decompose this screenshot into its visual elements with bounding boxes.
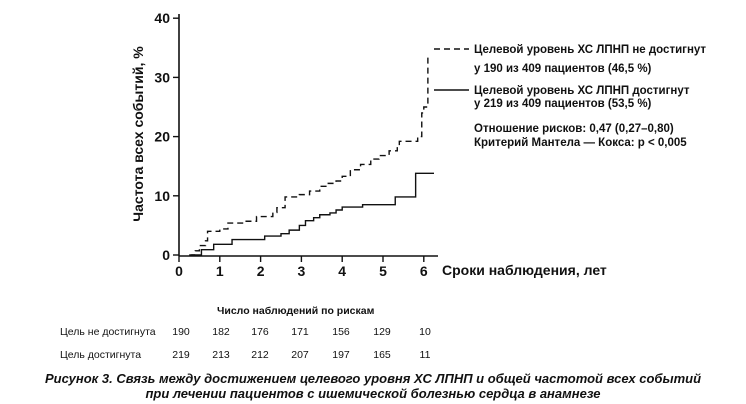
risk-value: 182: [212, 326, 230, 338]
risk-value: 207: [291, 349, 309, 361]
risk-row-1-label: Цель не достигнута: [60, 326, 156, 338]
x-axis-label: Сроки наблюдения, лет: [442, 262, 607, 278]
series-line-1: [189, 53, 429, 256]
legend-series-2-note: у 219 из 409 пациентов (53,5 %): [474, 98, 652, 110]
y-tick-label: 20: [154, 129, 170, 145]
x-tick-label: 1: [216, 263, 224, 279]
y-tick-label: 30: [154, 69, 170, 85]
x-tick-label: 5: [379, 263, 387, 279]
x-tick-label: 4: [338, 263, 346, 279]
risk-value: 156: [332, 326, 350, 338]
legend-series-2-name: Целевой уровень ХС ЛПНП достигнут: [474, 85, 690, 97]
risk-value: 190: [172, 326, 190, 338]
hazard-ratio-text: Отношение рисков: 0,47 (0,27–0,80): [474, 123, 674, 135]
x-tick-label: 0: [175, 263, 183, 279]
x-tick-label: 3: [298, 263, 306, 279]
risk-value: 11: [420, 349, 431, 361]
legend-series-1-note: у 190 из 409 пациентов (46,5 %): [474, 63, 652, 75]
risk-value: 165: [373, 349, 391, 361]
caption-line-2: при лечении пациентов с ишемической боле…: [145, 386, 600, 401]
risk-value: 171: [291, 326, 309, 338]
ticks-layer: 0 1 2 3 4 5 6 0 10 20 30 40: [154, 10, 427, 279]
y-tick-label: 0: [162, 247, 170, 263]
risk-value: 219: [172, 349, 190, 361]
y-axis-label: Частота всех событий, %: [130, 46, 146, 222]
series-line-2: [191, 172, 434, 256]
x-tick-label: 6: [420, 263, 428, 279]
risk-value: 213: [212, 349, 230, 361]
risk-value: 176: [251, 326, 269, 338]
mantel-cox-text: Критерий Мантела — Кокса: p < 0,005: [474, 137, 687, 149]
x-tick-label: 2: [257, 263, 265, 279]
risk-value: 129: [373, 326, 391, 338]
series-layer: [189, 53, 434, 256]
risk-values-layer: 190 182 176 171 156 129 10 219 213 212 207 197 165 11: [172, 326, 431, 361]
legend-series-1-name: Целевой уровень ХС ЛПНП не достигнут: [474, 44, 706, 56]
y-tick-label: 40: [154, 10, 170, 26]
caption-line-1: Рисунок 3. Связь между достижением целев…: [45, 371, 701, 386]
risk-row-2-label: Цель достигнута: [60, 349, 141, 361]
y-tick-label: 10: [154, 188, 170, 204]
risk-value: 197: [332, 349, 350, 361]
risk-value: 10: [419, 326, 431, 338]
risk-value: 212: [251, 349, 269, 361]
risk-table-title: Число наблюдений по рискам: [217, 305, 375, 317]
